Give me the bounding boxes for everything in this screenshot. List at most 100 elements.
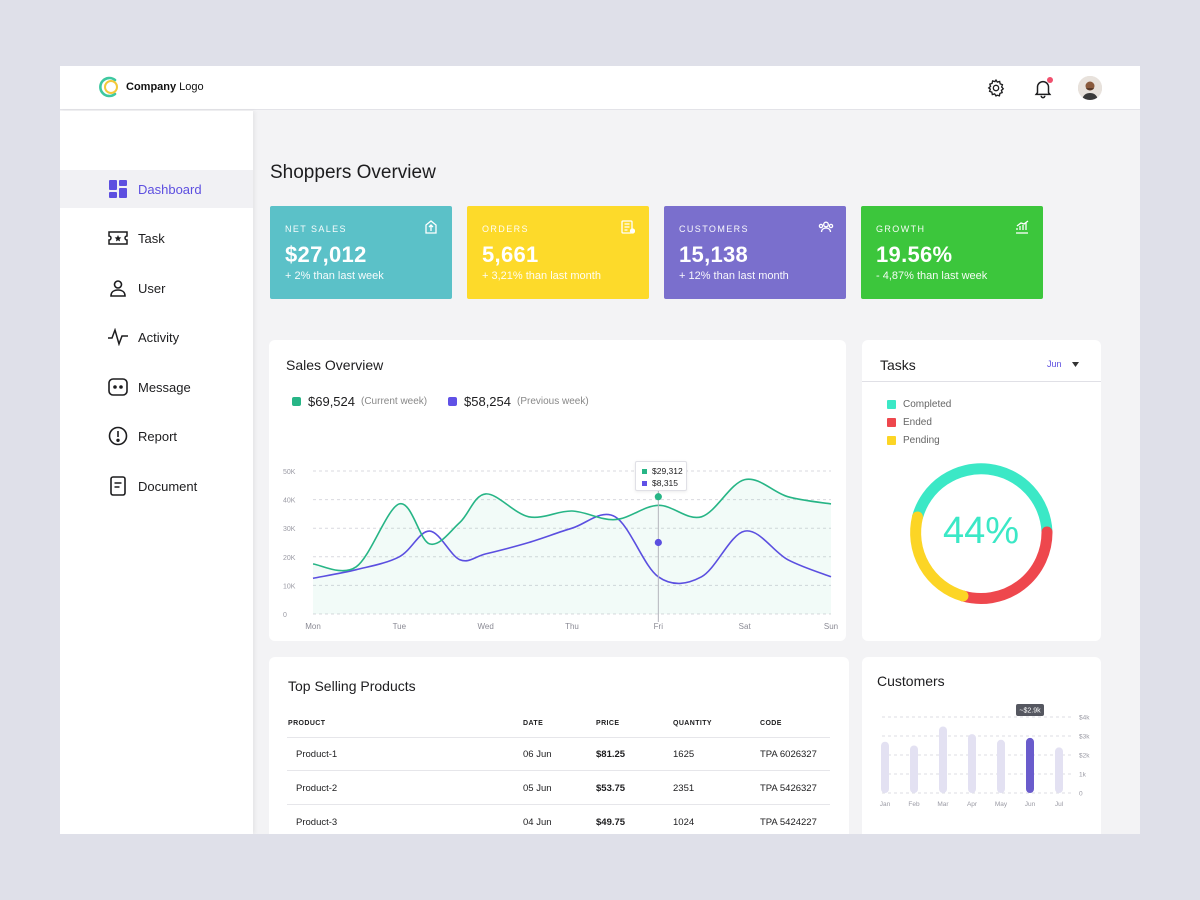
legend-swatch <box>448 397 457 406</box>
row-divider <box>287 770 830 771</box>
task-legend-pending[interactable]: Pending <box>887 435 940 446</box>
top-products-title: Top Selling Products <box>288 678 416 694</box>
task-legend-ended[interactable]: Ended <box>887 417 932 428</box>
chart-tooltip: $29,312 $8,315 <box>635 461 687 491</box>
bar-apr <box>968 734 976 793</box>
y-tick-label: $3k <box>1079 734 1090 741</box>
legend-current-week[interactable]: $69,524 (Current week) <box>292 394 427 409</box>
dashboard-icon <box>108 179 128 199</box>
sidebar-item-user[interactable]: User <box>60 269 253 307</box>
y-tick-label: 30K <box>283 526 296 533</box>
top-header: Company Logo <box>60 66 1140 110</box>
cell-code: TPA 6026327 <box>760 749 817 760</box>
month-dropdown-value: Jun <box>1047 359 1062 369</box>
stat-value: 5,661 <box>482 242 539 267</box>
x-tick-label: Feb <box>908 801 920 808</box>
company-logo[interactable]: Company Logo <box>98 76 204 98</box>
sidebar-item-message[interactable]: Message <box>60 368 253 406</box>
stat-subtext: + 12% than last month <box>679 270 789 282</box>
avatar[interactable] <box>1078 76 1102 100</box>
legend-label: Pending <box>903 435 940 446</box>
cell-product: Product-2 <box>296 783 338 794</box>
column-header-price[interactable]: PRICE <box>596 720 620 727</box>
legend-note: (Current week) <box>361 396 428 407</box>
x-tick-label: May <box>995 801 1008 808</box>
stat-card-customers[interactable]: CUSTOMERS 15,138 + 12% than last month <box>664 206 846 299</box>
customers-card <box>862 657 1101 834</box>
sidebar-item-dashboard[interactable]: Dashboard <box>60 170 253 208</box>
legend-swatch <box>887 436 896 445</box>
current-week-area <box>313 479 831 614</box>
sidebar-item-document[interactable]: Document <box>60 467 253 505</box>
document-icon <box>108 476 128 496</box>
sidebar-item-task[interactable]: Task <box>60 219 253 257</box>
export-icon <box>424 220 438 234</box>
receipt-icon <box>621 220 636 234</box>
stat-subtext: + 3,21% than last month <box>482 270 601 282</box>
activity-icon <box>108 327 128 347</box>
sales-overview-title: Sales Overview <box>286 357 384 373</box>
customers-title: Customers <box>877 673 945 689</box>
legend-swatch <box>887 418 896 427</box>
cell-code: TPA 5426327 <box>760 783 817 794</box>
stat-label: ORDERS <box>482 224 529 234</box>
x-tick-label: Sun <box>824 622 838 631</box>
row-divider <box>287 804 830 805</box>
tooltip-row-current: $29,312 <box>642 465 686 477</box>
legend-previous-week[interactable]: $58,254 (Previous week) <box>448 394 589 409</box>
tasks-card <box>862 340 1101 641</box>
notification-dot <box>1047 77 1053 83</box>
stat-value: 15,138 <box>679 242 749 267</box>
sales-overview-card <box>269 340 846 641</box>
column-header-code[interactable]: CODE <box>760 720 782 727</box>
column-header-date[interactable]: DATE <box>523 720 544 727</box>
message-icon <box>108 377 128 397</box>
x-tick-label: Apr <box>967 801 978 808</box>
x-tick-label: Fri <box>654 622 664 631</box>
stat-label: NET SALES <box>285 224 347 234</box>
donut-segment-pending <box>910 511 969 602</box>
bar-jul <box>1055 747 1063 793</box>
x-tick-label: Wed <box>478 622 494 631</box>
column-header-product[interactable]: PRODUCT <box>288 720 326 727</box>
cell-quantity: 1024 <box>673 817 695 828</box>
legend-label: Completed <box>903 399 952 410</box>
bar-tooltip <box>1016 704 1044 716</box>
y-tick-label: 40K <box>283 498 296 505</box>
stat-card-net-sales[interactable]: NET SALES $27,012 + 2% than last week <box>270 206 452 299</box>
sidebar-item-activity[interactable]: Activity <box>60 318 253 356</box>
stat-label: GROWTH <box>876 224 926 234</box>
x-tick-label: Sat <box>739 622 752 631</box>
cell-product: Product-1 <box>296 749 338 760</box>
y-tick-label: 1k <box>1079 772 1087 779</box>
bar-feb <box>910 745 918 793</box>
gear-icon[interactable] <box>985 77 1007 99</box>
stat-subtext: - 4,87% than last week <box>876 270 988 282</box>
hover-point-current <box>654 493 662 501</box>
bar-may <box>997 739 1005 793</box>
sales-line-chart: 50K 40K 30K 20K 10K 0 Mon Tue Wed Thu Fri Sat Sun <box>283 469 838 631</box>
legend-label: Ended <box>903 417 932 428</box>
sidebar-item-label: Task <box>138 230 165 246</box>
y-tick-label: 50K <box>283 469 296 476</box>
y-tick-label: 0 <box>1079 791 1083 798</box>
previous-week-line <box>312 513 832 585</box>
y-tick-label: $4k <box>1079 715 1090 722</box>
y-tick-label: 20K <box>283 555 296 562</box>
stat-card-orders[interactable]: ORDERS 5,661 + 3,21% than last month <box>467 206 649 299</box>
tooltip-swatch <box>642 468 647 474</box>
sidebar-item-report[interactable]: Report <box>60 417 253 455</box>
stat-card-growth[interactable]: GROWTH 19.56% - 4,87% than last week <box>861 206 1043 299</box>
bar-jun <box>1026 737 1034 793</box>
task-legend-completed[interactable]: Completed <box>887 399 951 410</box>
bell-icon[interactable] <box>1032 77 1054 99</box>
month-dropdown[interactable]: Jun <box>1047 359 1079 369</box>
user-icon <box>108 278 128 298</box>
app-window: Company Logo <box>60 66 1140 834</box>
legend-value: $58,254 <box>464 394 511 409</box>
tasks-title: Tasks <box>880 357 916 373</box>
caret-down-icon <box>1071 359 1079 369</box>
x-tick-label: Jul <box>1055 801 1064 808</box>
column-header-quantity[interactable]: QUANTITY <box>673 720 712 727</box>
bar-mar <box>939 726 947 793</box>
